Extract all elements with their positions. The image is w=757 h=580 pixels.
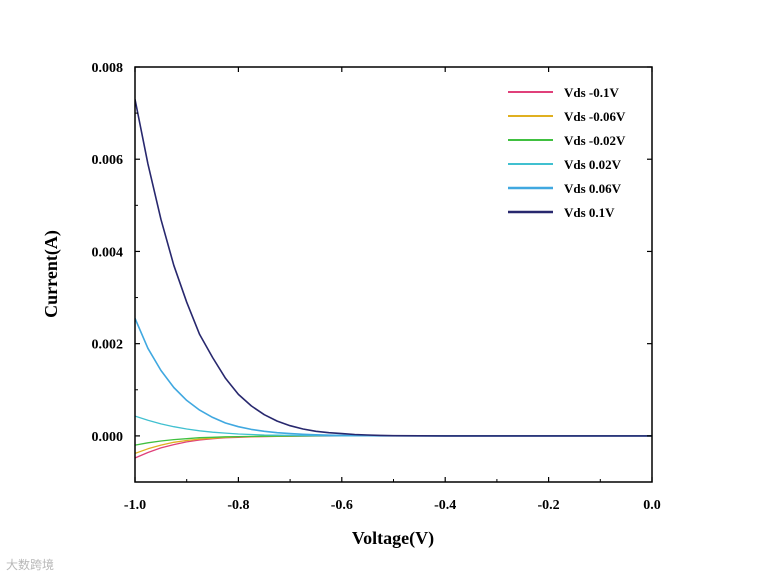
y-tick-label: 0.002 [92,338,124,353]
y-axis-title: Current(A) [41,230,62,318]
series-layer [135,99,652,459]
y-tick-label: 0.004 [92,245,124,260]
series-line-2 [135,435,652,455]
x-axis-title: Voltage(V) [352,528,434,549]
watermark: 大数跨境 [6,558,55,572]
legend: Vds -0.1V Vds -0.06V Vds -0.02V Vds 0.02V Vd… [508,85,626,220]
y-tick-label: 0.008 [92,61,124,76]
x-tick-label: -0.8 [227,498,249,513]
y-tick-label: 0.000 [92,430,124,445]
x-tick-label: 0.0 [643,498,661,513]
legend-label: Vds 0.1V [564,205,615,220]
legend-label: Vds -0.1V [564,85,620,100]
y-axis: 0.000 0.002 0.004 0.006 0.008 [92,61,652,483]
legend-label: Vds 0.06V [564,181,622,196]
x-axis: -1.0 -0.8 -0.6 -0.4 -0.2 0.0 [124,67,661,513]
series-line-1 [135,435,652,459]
legend-label: Vds -0.02V [564,133,626,148]
x-tick-label: -0.2 [538,498,560,513]
x-tick-label: -1.0 [124,498,146,513]
plot-frame [134,66,653,483]
series-line-3 [135,435,652,446]
x-tick-label: -0.4 [434,498,456,513]
series-line-5 [135,317,652,437]
series-line-4 [135,415,652,437]
legend-label: Vds -0.06V [564,109,626,124]
series-line-6 [135,99,652,437]
legend-label: Vds 0.02V [564,157,622,172]
y-tick-label: 0.006 [92,153,124,168]
x-tick-label: -0.6 [331,498,353,513]
